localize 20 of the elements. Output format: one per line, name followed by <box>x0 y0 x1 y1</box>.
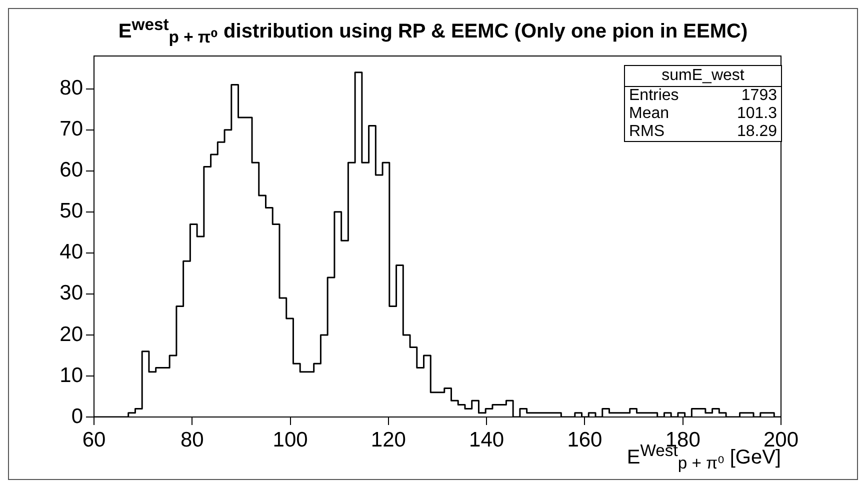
x-tick-label: 100 <box>272 428 308 452</box>
y-tick-label: 70 <box>60 118 83 141</box>
y-tick-label: 40 <box>60 240 83 264</box>
y-tick-label: 10 <box>60 364 83 387</box>
annotation: sumE_west <box>625 66 781 87</box>
x-tick-label: 160 <box>567 428 602 452</box>
x-tick-label: 140 <box>469 428 504 452</box>
y-tick-label: 80 <box>60 76 83 100</box>
y-tick-label: 0 <box>71 404 83 428</box>
y-tick-label: 30 <box>60 282 83 305</box>
chart-title: E$^{west}$$_{p + π⁰}$ distribution using RP & EEMC (Only one pion in EEMC) <box>117 15 749 48</box>
x-tick-label: 120 <box>370 428 406 452</box>
y-tick-label: 50 <box>60 200 83 223</box>
text: RMS 18.29 <box>629 123 777 140</box>
x-tick-label: 60 <box>82 428 106 452</box>
text: Mean 101.3 <box>629 105 777 122</box>
y-tick-label: 60 <box>60 158 83 182</box>
text: Entries 1793 <box>629 87 777 104</box>
x-tick-label: 80 <box>180 428 204 452</box>
y-tick-label: 20 <box>60 322 83 346</box>
